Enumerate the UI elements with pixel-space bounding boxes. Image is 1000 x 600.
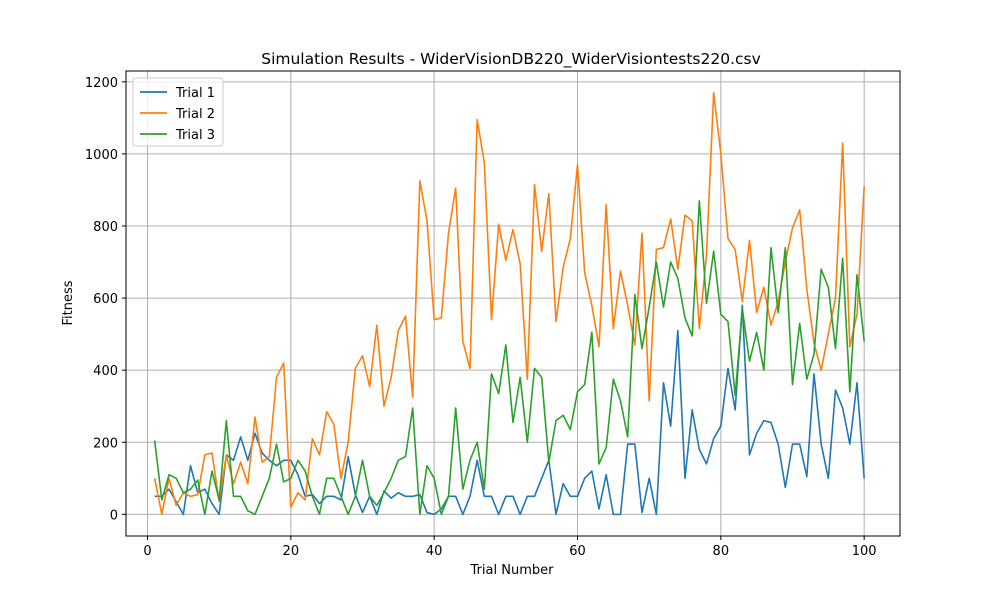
series-line-trial-2 [153,91,865,516]
plot-frame [125,70,901,537]
grid [126,71,900,536]
legend-label: Trial 1 [175,86,215,101]
x-axis-label: Trial Number [470,563,555,578]
x-tick-label: 0 [143,544,151,559]
x-tick-label: 60 [569,544,586,559]
y-tick-label: 1200 [85,76,118,91]
y-tick-label: 800 [93,220,118,235]
y-tick-label: 600 [93,292,118,307]
y-axis-label: Fitness [61,280,76,325]
y-tick-label: 200 [93,436,118,451]
series-line-trial-3 [153,199,865,516]
x-tick-label: 20 [283,544,300,559]
legend-box [132,77,224,147]
y-tick-label: 400 [93,364,118,379]
chart-title: Simulation Results - WiderVisionDB220_Wi… [261,50,761,69]
x-tick-label: 80 [713,544,730,559]
x-tick-label: 40 [426,544,443,559]
series-lines [153,91,865,516]
x-tick-label: 100 [852,544,877,559]
y-tick-label: 0 [110,508,118,523]
y-tick-label: 1000 [85,148,118,163]
legend: Trial 1 Trial 2 Trial 3 [132,77,224,147]
legend-label: Trial 2 [175,107,215,122]
legend-label: Trial 3 [175,128,215,143]
